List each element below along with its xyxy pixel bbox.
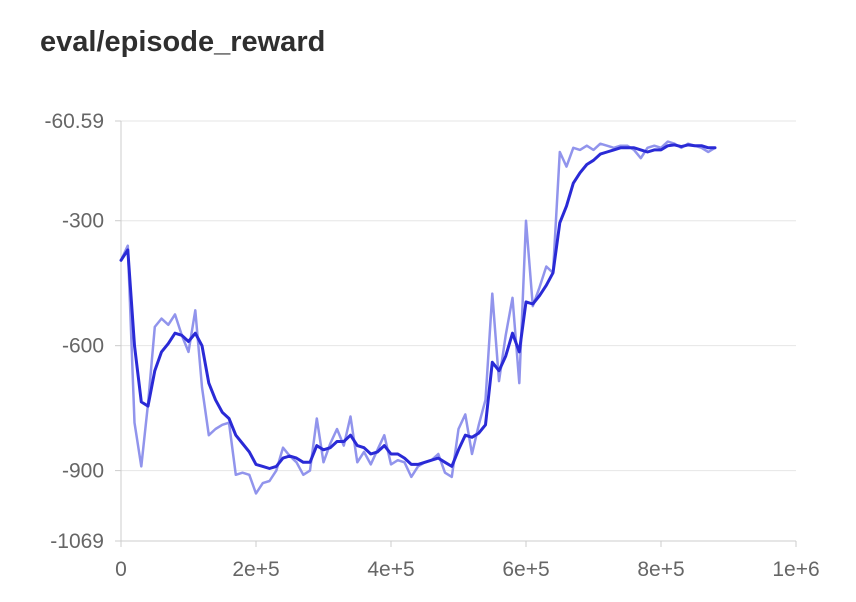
raw-series-line xyxy=(119,140,717,495)
x-tick-label: 6e+5 xyxy=(502,558,549,581)
y-tick-labels: -60.59 -300 -600 -900 -1069 xyxy=(44,110,104,553)
y-tick-label: -900 xyxy=(62,460,104,483)
x-tick-label: 2e+5 xyxy=(232,558,279,581)
x-tick-label: 8e+5 xyxy=(637,558,684,581)
chart-title: eval/episode_reward xyxy=(40,26,326,58)
y-tick-label: -300 xyxy=(62,210,104,233)
y-tick-label: -1069 xyxy=(50,530,104,553)
x-tick-label: 1e+6 xyxy=(772,558,819,581)
x-tick-label: 0 xyxy=(115,558,127,581)
y-tick-label: -600 xyxy=(62,335,104,358)
x-tick-labels: 0 2e+5 4e+5 6e+5 8e+5 1e+6 xyxy=(115,558,820,581)
y-tick-label: -60.59 xyxy=(44,110,104,133)
series xyxy=(119,140,717,495)
axes xyxy=(115,120,797,547)
smoothed-series-line xyxy=(119,143,717,470)
gridlines xyxy=(121,120,796,472)
x-tick-label: 4e+5 xyxy=(367,558,414,581)
